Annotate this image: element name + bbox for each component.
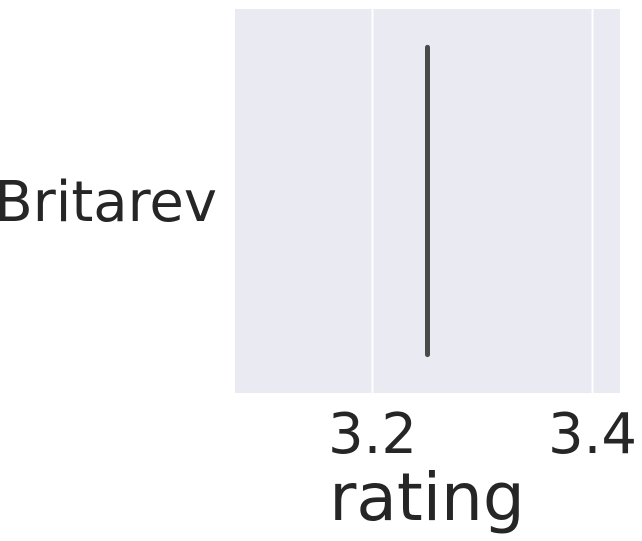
x-tick-label: 3.4 xyxy=(548,402,637,467)
x-tick-label: 3.2 xyxy=(328,402,417,467)
x-gridlines xyxy=(371,9,594,393)
y-tick-label: Britarev xyxy=(0,170,217,235)
x-axis-label: rating xyxy=(329,459,525,536)
x-tick-labels: 3.2 3.4 xyxy=(328,402,637,467)
y-tick-labels: Britarev xyxy=(0,170,217,235)
